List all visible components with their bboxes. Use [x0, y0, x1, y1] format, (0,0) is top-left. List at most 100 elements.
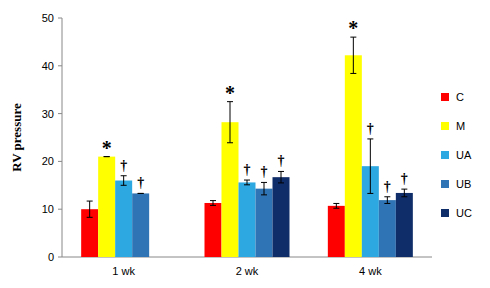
- error-bar: [244, 180, 250, 185]
- x-tick-label: 4 wk: [359, 265, 382, 277]
- error-cap: [401, 196, 407, 197]
- bar: [132, 193, 149, 257]
- error-cap: [261, 194, 267, 195]
- legend-label: C: [456, 91, 464, 103]
- annotation: †: [384, 179, 391, 194]
- x-tick-label: 2 wk: [236, 265, 259, 277]
- y-tick: [58, 257, 62, 258]
- annotation: *: [102, 137, 112, 159]
- y-tick: [58, 209, 62, 210]
- y-tick-label: 10: [42, 203, 54, 215]
- y-tick-label: 0: [48, 251, 54, 263]
- error-stem: [387, 197, 388, 204]
- error-cap: [121, 175, 127, 176]
- error-cap: [333, 203, 339, 204]
- error-bar: [227, 102, 233, 143]
- legend: C M UA UB UC: [441, 91, 472, 219]
- error-cap: [401, 189, 407, 190]
- legend-swatch: [441, 122, 449, 130]
- error-stem: [123, 176, 124, 186]
- error-bar: [350, 37, 356, 73]
- error-bar: [121, 176, 127, 186]
- bar: [345, 55, 362, 257]
- bar: [115, 181, 132, 257]
- error-bar: [367, 139, 373, 193]
- y-tick-label: 30: [42, 108, 54, 120]
- y-tick: [58, 161, 62, 162]
- chart: 0 10 20 30 40 50 RV pressure 1 wk 2 wk 4 wk * * * † † †…: [0, 0, 490, 288]
- error-bar: [261, 182, 267, 194]
- bar: [396, 193, 413, 257]
- error-stem: [281, 171, 282, 182]
- y-axis-label: RV pressure: [9, 103, 24, 172]
- error-cap: [227, 142, 233, 143]
- legend-label: UB: [456, 178, 471, 190]
- legend-label: UA: [456, 149, 472, 161]
- annotation: †: [261, 164, 268, 179]
- bar: [328, 206, 345, 257]
- error-cap: [121, 185, 127, 186]
- error-cap: [367, 138, 373, 139]
- bar: [273, 177, 290, 257]
- error-cap: [87, 201, 93, 202]
- bar: [205, 203, 222, 257]
- error-cap: [384, 203, 390, 204]
- annotation: *: [348, 17, 358, 39]
- error-cap: [350, 73, 356, 74]
- error-bar: [384, 197, 390, 204]
- annotation: †: [278, 153, 285, 168]
- annotation: †: [120, 158, 127, 173]
- error-cap: [210, 200, 216, 201]
- error-bar: [210, 201, 216, 206]
- y-tick-label: 20: [42, 155, 54, 167]
- annotation: *: [225, 82, 235, 104]
- annotation: †: [244, 162, 251, 177]
- error-stem: [336, 203, 337, 208]
- legend-swatch: [441, 151, 449, 159]
- error-bar: [87, 201, 93, 217]
- legend-swatch: [441, 93, 449, 101]
- error-cap: [261, 182, 267, 183]
- error-bar: [333, 203, 339, 208]
- error-cap: [367, 193, 373, 194]
- error-stem: [230, 102, 231, 143]
- error-stem: [264, 182, 265, 194]
- y-tick-label: 40: [42, 60, 54, 72]
- error-cap: [244, 180, 250, 181]
- error-cap: [210, 205, 216, 206]
- error-stem: [213, 201, 214, 206]
- legend-swatch: [441, 180, 449, 188]
- y-tick: [58, 18, 62, 19]
- error-bar: [401, 189, 407, 197]
- error-cap: [244, 184, 250, 185]
- y-tick: [58, 65, 62, 66]
- error-stem: [404, 189, 405, 197]
- x-tick-label: 1 wk: [112, 265, 135, 277]
- legend-label: M: [456, 120, 465, 132]
- bar: [256, 189, 273, 257]
- error-cap: [333, 208, 339, 209]
- error-cap: [87, 217, 93, 218]
- annotation: †: [367, 121, 374, 136]
- y-tick-label: 50: [42, 12, 54, 24]
- error-cap: [138, 193, 144, 194]
- error-bar: [278, 171, 284, 182]
- error-stem: [89, 201, 90, 217]
- legend-label: UC: [456, 207, 472, 219]
- error-cap: [278, 171, 284, 172]
- annotation: †: [137, 175, 144, 190]
- legend-swatch: [441, 209, 449, 217]
- bars: [81, 37, 413, 257]
- y-axis: [62, 18, 63, 257]
- error-stem: [370, 139, 371, 193]
- error-cap: [278, 182, 284, 183]
- error-stem: [353, 37, 354, 73]
- bar: [98, 157, 115, 257]
- error-cap: [384, 196, 390, 197]
- annotation: †: [401, 171, 408, 186]
- error-bar: [138, 193, 144, 194]
- annotations: * * * † † † † † † † †: [102, 17, 408, 194]
- y-tick: [58, 113, 62, 114]
- error-stem: [247, 180, 248, 185]
- bar: [222, 122, 239, 257]
